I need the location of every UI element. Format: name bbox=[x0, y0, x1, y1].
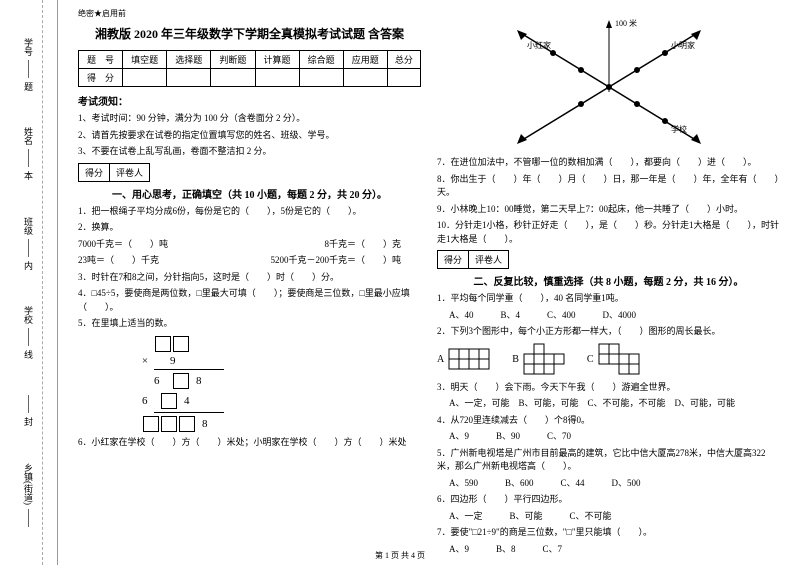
sec1-title: 一、用心思考，正确填空（共 10 小题，每题 2 分，共 20 分）。 bbox=[78, 186, 421, 201]
mult-sign: × bbox=[138, 355, 152, 367]
q1-10: 10．分针走1小格，秒针正好走（ ），是（ ）秒。分针走1大格是（ ），时针走1… bbox=[437, 219, 780, 246]
margin-c3: 内 bbox=[22, 261, 35, 270]
sb2-b: 评卷人 bbox=[468, 250, 509, 269]
q1-6: 6．小红家在学校（ ）方（ ）米处；小明家在学校（ ）方（ ）米处 bbox=[78, 436, 421, 450]
notice-2: 2、请首先按要求在试卷的指定位置填写您的姓名、班级、学号。 bbox=[78, 129, 421, 143]
q2-6o: A、一定 B、可能 C、不可能 bbox=[449, 510, 780, 524]
q2-5: 5．广州新电视塔是广州市目前最高的建筑，它比中信大厦高278米，中信大厦高322… bbox=[437, 447, 780, 474]
margin-l3: 班级 bbox=[22, 217, 35, 235]
th-2: 选择题 bbox=[167, 51, 211, 69]
d6b: 6 bbox=[142, 395, 160, 407]
d4: 4 bbox=[184, 395, 190, 407]
q1-7: 7．在进位加法中，不管哪一位的数相加满（ ），都要向（ ）进（ ）。 bbox=[437, 156, 780, 170]
sb2-a: 得分 bbox=[437, 250, 468, 269]
diag-nw: 小红家 bbox=[527, 40, 551, 50]
th-5: 综合题 bbox=[299, 51, 343, 69]
th-6: 应用题 bbox=[343, 51, 387, 69]
th-0: 题 号 bbox=[79, 51, 123, 69]
th-4: 计算题 bbox=[255, 51, 299, 69]
confidential: 绝密★启用前 bbox=[78, 8, 421, 19]
q1-8: 8．你出生于（ ）年（ ）月（ ）日，那一年是（ ）年，全年有（ ）天。 bbox=[437, 173, 780, 200]
score-box-2: 得分评卷人 bbox=[437, 250, 780, 269]
exam-title: 湘教版 2020 年三年级数学下学期全真模拟考试试题 含答案 bbox=[78, 25, 421, 42]
diag-ne: 小明家 bbox=[671, 40, 695, 50]
n9: 9 bbox=[170, 355, 176, 367]
q1-1: 1．把一根绳子平均分成6份，每份是它的（ ），5份是它的（ ）。 bbox=[78, 205, 421, 219]
margin-c4: 线 bbox=[22, 350, 35, 359]
q1-4: 4．□45÷5，要使商是两位数，□里最大可填（ ）；要使商是三位数，□里最小应填… bbox=[78, 287, 421, 314]
margin-l2: 姓名 bbox=[22, 127, 35, 145]
th-1: 填空题 bbox=[123, 51, 167, 69]
td-score: 得 分 bbox=[79, 69, 123, 87]
margin-c2: 本 bbox=[22, 171, 35, 180]
score-box-1: 得分评卷人 bbox=[78, 163, 421, 182]
q2b: 8千克＝（ ）克 bbox=[324, 238, 401, 252]
q2-4: 4．从720里连续减去（ ）个8得0。 bbox=[437, 414, 780, 428]
q2-1: 1．平均每个同学重（ ），40 名同学重1吨。 bbox=[437, 292, 780, 306]
opt-b: B bbox=[512, 354, 519, 365]
q2-6: 6．四边形（ ）平行四边形。 bbox=[437, 493, 780, 507]
q2-4o: A、9 B、90 C、70 bbox=[449, 430, 780, 444]
q1-3: 3．时针在7和8之间，分针指向5，这时是（ ）时（ ）分。 bbox=[78, 271, 421, 285]
margin-l1: 学号 bbox=[22, 38, 35, 56]
diag-se: 学校 bbox=[671, 124, 687, 134]
notice-h: 考试须知： bbox=[78, 93, 421, 108]
d8: 8 bbox=[196, 375, 202, 387]
diag-n: 100 米 bbox=[615, 18, 637, 28]
notice-1: 1、考试时间：90 分钟，满分为 100 分（含卷面分 2 分）。 bbox=[78, 112, 421, 126]
margin-l5: 乡镇(街道) bbox=[22, 463, 35, 505]
q2-1o: A、40 B、4 C、400 D、4000 bbox=[449, 309, 780, 323]
q1-5: 5．在里填上适当的数。 bbox=[78, 317, 421, 331]
d8b: 8 bbox=[202, 418, 208, 430]
direction-diagram: 100 米 小红家 小明家 学校 bbox=[489, 12, 729, 152]
q2-5o: A、590 B、600 C、44 D、500 bbox=[449, 477, 780, 491]
sb-b: 评卷人 bbox=[109, 163, 150, 182]
margin-l4: 学校 bbox=[22, 306, 35, 324]
q1-2: 2．换算。 bbox=[78, 221, 421, 235]
q2-7: 7．要使"□21÷9"的商是三位数，"□"里只能填（ ）。 bbox=[437, 526, 780, 540]
q1-9: 9．小林晚上10：00睡觉，第二天早上7：00起床，他一共睡了（ ）小时。 bbox=[437, 203, 780, 217]
d6: 6 bbox=[154, 375, 172, 387]
margin-c5: 封 bbox=[22, 417, 35, 426]
calc-block: ×9 68 64 8 bbox=[138, 335, 421, 433]
q2a: 7000千克＝（ ）吨 bbox=[78, 238, 168, 252]
sec2-title: 二、反复比较，慎重选择（共 8 小题，每题 2 分，共 16 分）。 bbox=[437, 273, 780, 288]
sb-a: 得分 bbox=[78, 163, 109, 182]
q2-3o: A、一定，可能 B、可能，可能 C、不可能，不可能 D、可能，可能 bbox=[449, 397, 780, 411]
th-3: 判断题 bbox=[211, 51, 255, 69]
score-table: 题 号填空题选择题判断题计算题综合题应用题总分 得 分 bbox=[78, 50, 421, 87]
margin-c1: 题 bbox=[22, 82, 35, 91]
q2-3: 3．明天（ ）会下雨。今天下午我（ ）游遍全世界。 bbox=[437, 381, 780, 395]
th-7: 总分 bbox=[387, 51, 420, 69]
opt-c: C bbox=[587, 354, 594, 365]
page-footer: 第 1 页 共 4 页 bbox=[0, 550, 800, 561]
opt-a: A bbox=[437, 354, 444, 365]
q2d: 5200千克－200千克＝（ ）吨 bbox=[270, 254, 401, 268]
q2-2: 2．下列3个图形中，每个小正方形都一样大，（ ）图形的周长最长。 bbox=[437, 325, 780, 339]
q2c: 23吨＝（ ）千克 bbox=[78, 254, 159, 268]
shape-options: A B C bbox=[437, 343, 780, 377]
notice-3: 3、不要在试卷上乱写乱画，卷面不整洁扣 2 分。 bbox=[78, 145, 421, 159]
